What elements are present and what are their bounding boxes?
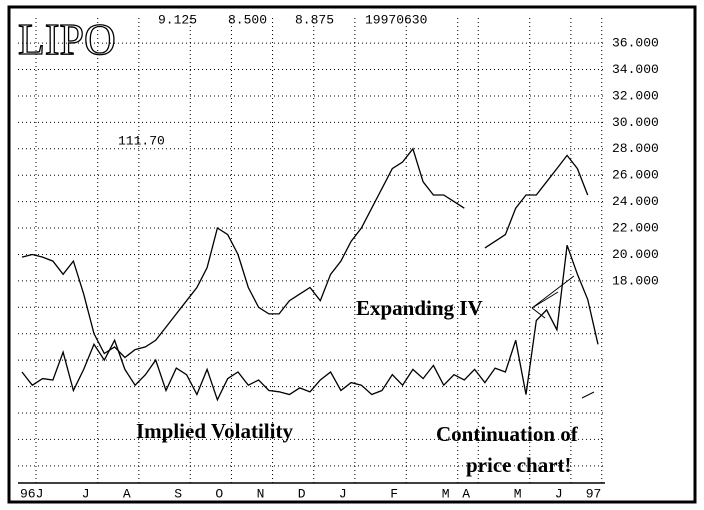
x-tick-label: J [339, 486, 347, 501]
y-tick-label: 18.000 [612, 273, 659, 288]
x-tick-label: 97 [586, 486, 602, 501]
series-line [21, 244, 599, 402]
x-tick-label: S [174, 486, 182, 501]
x-tick-label: A [123, 486, 131, 501]
header-value: 19970630 [365, 12, 427, 27]
frame [7, 5, 697, 504]
y-tick-label: 20.000 [612, 247, 659, 262]
annotation: 111.70 [118, 133, 165, 148]
chart-title: LIPO [18, 15, 116, 64]
header-value: 8.875 [295, 12, 334, 27]
x-tick-label: F [390, 486, 398, 501]
x-tick-label: D [298, 486, 306, 501]
y-tick-label: 32.000 [612, 88, 659, 103]
x-tick-label: 96J [20, 486, 43, 501]
y-tick-label: 26.000 [612, 168, 659, 183]
y-tick-label: 28.000 [612, 141, 659, 156]
x-tick-label: M [442, 486, 450, 501]
series-line [21, 147, 589, 359]
header-value: 9.125 [158, 12, 197, 27]
annotation: Implied Volatility [136, 419, 293, 443]
x-tick-label: A [462, 486, 470, 501]
annotation: price chart! [466, 453, 572, 477]
y-tick-label: 22.000 [612, 220, 659, 235]
y-tick-label: 24.000 [612, 194, 659, 209]
x-tick-label: O [215, 486, 223, 501]
y-tick-label: 34.000 [612, 62, 659, 77]
header-value: 8.500 [228, 12, 267, 27]
y-tick-label: 30.000 [612, 115, 659, 130]
x-tick-label: J [555, 486, 563, 501]
x-tick-label: N [257, 486, 265, 501]
y-tick-label: 36.000 [612, 36, 659, 51]
x-tick-label: J [82, 486, 90, 501]
x-tick-label: M [514, 486, 522, 501]
annotation: Continuation of [436, 422, 579, 446]
annotation: Expanding IV [356, 296, 483, 320]
